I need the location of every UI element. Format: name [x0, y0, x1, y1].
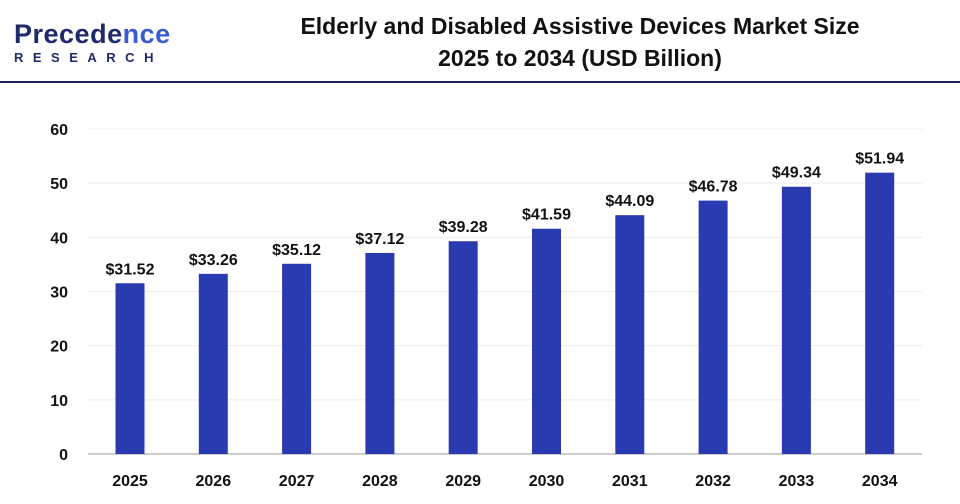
bar-2030: [532, 228, 561, 454]
data-label: $37.12: [355, 231, 404, 248]
logo: Precedence RESEARCH: [14, 20, 171, 65]
bar-2028: [365, 252, 395, 454]
x-tick-label: 2031: [612, 473, 648, 490]
data-label: $51.94: [855, 151, 904, 168]
x-tick-label: 2025: [112, 473, 148, 490]
x-tick-label: 2034: [862, 473, 898, 490]
y-tick-label: 30: [50, 285, 68, 302]
bar-2034: [865, 172, 895, 455]
bar-2031: [615, 215, 645, 454]
data-label: $49.34: [772, 165, 821, 182]
logo-text: nce: [122, 19, 171, 49]
title-line-2: 2025 to 2034 (USD Billion): [438, 45, 722, 71]
logo-text: recede: [32, 19, 123, 49]
data-label: $35.12: [272, 242, 321, 259]
y-tick-label: 60: [50, 122, 68, 139]
data-label: $33.26: [189, 252, 238, 269]
y-tick-label: 0: [59, 447, 68, 464]
logo-text: P: [14, 19, 33, 49]
data-label: $39.28: [439, 219, 488, 236]
bar-2029: [448, 241, 478, 454]
bar-2033: [781, 186, 811, 454]
x-tick-label: 2033: [779, 473, 815, 490]
bar-2032: [698, 200, 728, 454]
logo-subtext: RESEARCH: [14, 50, 163, 65]
data-label: $31.52: [106, 261, 155, 278]
x-tick-label: 2030: [529, 473, 565, 490]
y-tick-label: 40: [50, 230, 68, 247]
x-tick-label: 2027: [279, 473, 315, 490]
x-tick-label: 2028: [362, 473, 398, 490]
x-tick-label: 2029: [445, 473, 481, 490]
data-label: $44.09: [605, 193, 654, 210]
data-label: $41.59: [522, 207, 571, 224]
header-divider: [0, 81, 960, 83]
bar-2027: [282, 263, 312, 454]
chart-title: Elderly and Disabled Assistive Devices M…: [230, 10, 930, 74]
y-tick-label: 20: [50, 339, 68, 356]
title-line-1: Elderly and Disabled Assistive Devices M…: [300, 13, 860, 39]
y-tick-label: 50: [50, 176, 68, 193]
bar-2025: [115, 283, 145, 454]
bar-2026: [198, 273, 228, 454]
x-tick-label: 2032: [695, 473, 731, 490]
y-tick-label: 10: [50, 393, 68, 410]
data-label: $46.78: [689, 179, 738, 196]
x-tick-label: 2026: [196, 473, 232, 490]
